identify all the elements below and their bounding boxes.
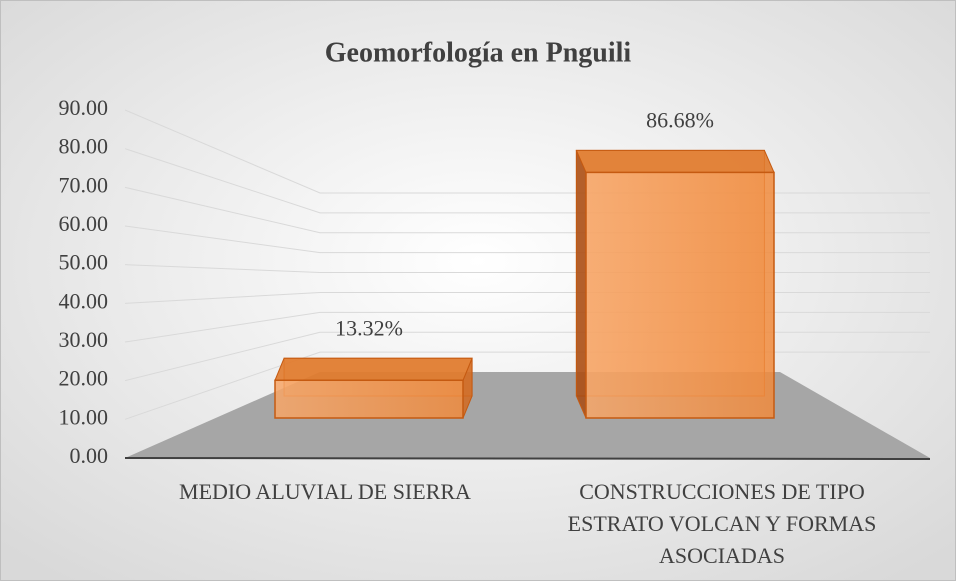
bar-side-face xyxy=(575,150,587,419)
bar xyxy=(585,171,775,419)
y-tick-label: 30.00 xyxy=(59,327,109,352)
y-tick-label: 60.00 xyxy=(59,211,109,236)
y-tick-label: 0.00 xyxy=(70,443,109,468)
y-tick-label: 50.00 xyxy=(59,250,109,275)
data-label: 86.68% xyxy=(646,107,714,132)
x-tick-label: CONSTRUCCIONES DE TIPO ESTRATO VOLCAN Y … xyxy=(567,479,877,568)
y-tick-label: 20.00 xyxy=(59,366,109,391)
x-tick-label: MEDIO ALUVIAL DE SIERRA xyxy=(179,479,471,504)
y-tick-label: 10.00 xyxy=(59,404,109,429)
bar-top-face xyxy=(274,357,473,381)
y-tick-label: 80.00 xyxy=(59,134,109,159)
y-tick-label: 70.00 xyxy=(59,172,109,197)
x-axis-line xyxy=(124,457,931,460)
y-tick-label: 90.00 xyxy=(59,95,109,120)
data-label: 13.32% xyxy=(335,315,403,340)
bar-top-face xyxy=(575,149,775,173)
chart-title: Geomorfología en Pnguili xyxy=(325,37,632,68)
y-tick-label: 40.00 xyxy=(59,288,109,313)
bar xyxy=(274,379,464,419)
